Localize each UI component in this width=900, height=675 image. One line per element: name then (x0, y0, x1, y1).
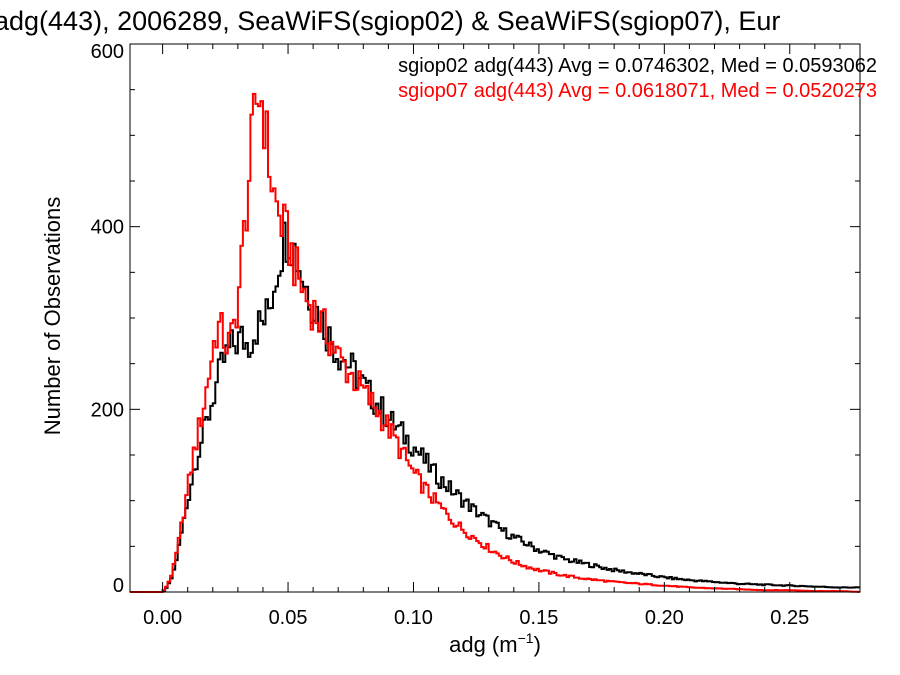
x-axis-label-superscript: −1 (518, 630, 534, 646)
y-tick-label: 600 (91, 41, 124, 63)
x-tick-label: 0.20 (645, 607, 684, 629)
series-line-sgiop02 (130, 221, 860, 593)
plot-frame (129, 43, 861, 593)
chart-title: adg(443), 2006289, SeaWiFS(sgiop02) & Se… (0, 6, 780, 36)
x-tick-label: 0.05 (269, 607, 308, 629)
x-axis-label-close: ) (534, 632, 541, 657)
x-tick-label: 0.10 (394, 607, 433, 629)
x-axis-label-main: adg (m (449, 632, 517, 657)
y-tick-label: 200 (91, 399, 124, 421)
y-tick-label: 0 (113, 575, 124, 597)
y-axis-label: Number of Observations (40, 197, 65, 435)
legend-entry-sgiop07: sgiop07 adg(443) Avg = 0.0618071, Med = … (398, 80, 877, 102)
x-tick-label: 0.00 (143, 607, 182, 629)
legend-entry-sgiop02: sgiop02 adg(443) Avg = 0.0746302, Med = … (398, 55, 877, 77)
y-tick-label: 400 (91, 217, 124, 239)
series-layer (130, 92, 860, 593)
series-line-sgiop07 (130, 92, 860, 593)
ticks-layer: 0.00 0.05 0.10 0.15 0.20 0.25 0 200 400 600 (91, 41, 860, 629)
x-tick-label: 0.15 (519, 607, 558, 629)
x-axis-label: adg (m−1) (449, 630, 541, 657)
x-tick-label: 0.25 (770, 607, 809, 629)
